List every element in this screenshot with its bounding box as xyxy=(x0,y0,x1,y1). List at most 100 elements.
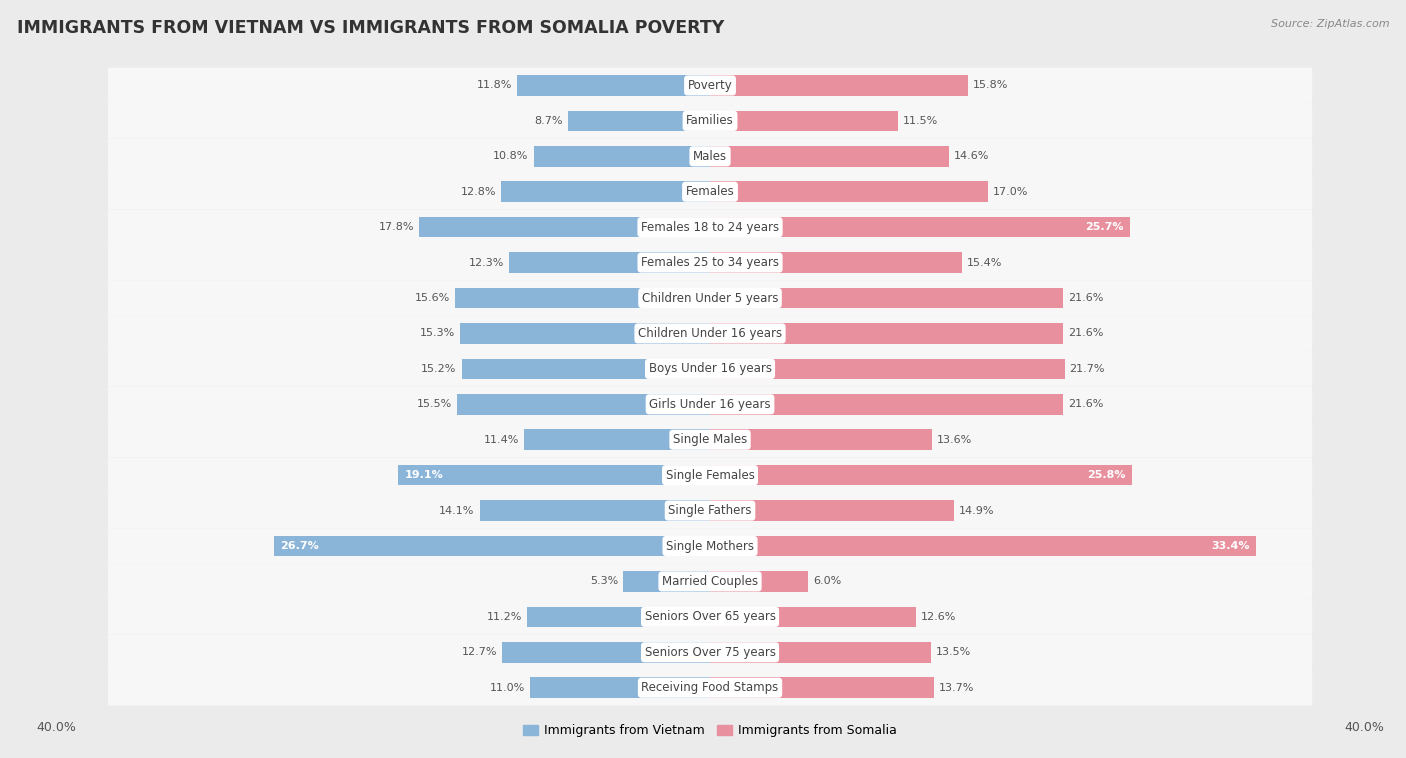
Bar xyxy=(502,642,710,662)
Bar xyxy=(530,678,710,698)
Text: Females 18 to 24 years: Females 18 to 24 years xyxy=(641,221,779,233)
Bar xyxy=(523,430,710,450)
Text: 12.3%: 12.3% xyxy=(468,258,505,268)
FancyBboxPatch shape xyxy=(108,457,1312,493)
Text: Children Under 5 years: Children Under 5 years xyxy=(641,292,779,305)
Text: 15.6%: 15.6% xyxy=(415,293,450,303)
FancyBboxPatch shape xyxy=(108,139,1312,174)
Bar xyxy=(710,465,1132,485)
Bar xyxy=(509,252,710,273)
Bar xyxy=(419,217,710,237)
FancyBboxPatch shape xyxy=(108,564,1312,599)
Text: 13.7%: 13.7% xyxy=(939,683,974,693)
Text: Seniors Over 65 years: Seniors Over 65 years xyxy=(644,610,776,623)
Bar xyxy=(710,572,808,592)
Text: 10.8%: 10.8% xyxy=(494,152,529,161)
Bar xyxy=(456,288,710,309)
Bar xyxy=(710,606,915,627)
Text: 25.8%: 25.8% xyxy=(1087,470,1125,480)
Text: 17.0%: 17.0% xyxy=(993,186,1028,197)
Text: Girls Under 16 years: Girls Under 16 years xyxy=(650,398,770,411)
Text: 19.1%: 19.1% xyxy=(405,470,443,480)
FancyBboxPatch shape xyxy=(108,103,1312,139)
Bar xyxy=(568,111,710,131)
Text: 15.4%: 15.4% xyxy=(967,258,1002,268)
Bar xyxy=(533,146,710,167)
Text: Single Fathers: Single Fathers xyxy=(668,504,752,517)
Text: Seniors Over 75 years: Seniors Over 75 years xyxy=(644,646,776,659)
Text: 21.6%: 21.6% xyxy=(1069,399,1104,409)
FancyBboxPatch shape xyxy=(108,316,1312,351)
FancyBboxPatch shape xyxy=(108,599,1312,634)
Legend: Immigrants from Vietnam, Immigrants from Somalia: Immigrants from Vietnam, Immigrants from… xyxy=(517,719,903,742)
Bar xyxy=(479,500,710,521)
Text: 15.3%: 15.3% xyxy=(420,328,456,338)
Bar xyxy=(623,572,710,592)
Text: 11.4%: 11.4% xyxy=(484,435,519,445)
FancyBboxPatch shape xyxy=(108,67,1312,103)
Text: Females 25 to 34 years: Females 25 to 34 years xyxy=(641,256,779,269)
Text: Children Under 16 years: Children Under 16 years xyxy=(638,327,782,340)
FancyBboxPatch shape xyxy=(108,174,1312,209)
Bar xyxy=(710,75,969,96)
Text: 21.7%: 21.7% xyxy=(1070,364,1105,374)
Bar xyxy=(710,500,953,521)
Text: 12.8%: 12.8% xyxy=(460,186,496,197)
Text: 12.7%: 12.7% xyxy=(463,647,498,657)
Text: IMMIGRANTS FROM VIETNAM VS IMMIGRANTS FROM SOMALIA POVERTY: IMMIGRANTS FROM VIETNAM VS IMMIGRANTS FR… xyxy=(17,19,724,37)
Text: 14.6%: 14.6% xyxy=(953,152,988,161)
FancyBboxPatch shape xyxy=(108,422,1312,457)
Text: 17.8%: 17.8% xyxy=(378,222,415,232)
Text: 13.6%: 13.6% xyxy=(938,435,973,445)
Text: 12.6%: 12.6% xyxy=(921,612,956,622)
Bar xyxy=(398,465,710,485)
FancyBboxPatch shape xyxy=(108,351,1312,387)
Bar xyxy=(710,217,1130,237)
FancyBboxPatch shape xyxy=(108,493,1312,528)
Bar xyxy=(501,181,710,202)
Bar xyxy=(710,181,988,202)
Text: 15.5%: 15.5% xyxy=(416,399,451,409)
Text: 14.9%: 14.9% xyxy=(959,506,994,515)
Bar xyxy=(710,146,949,167)
Bar xyxy=(710,642,931,662)
Text: Single Females: Single Females xyxy=(665,468,755,481)
Bar xyxy=(517,75,710,96)
Text: 15.2%: 15.2% xyxy=(422,364,457,374)
Text: 25.7%: 25.7% xyxy=(1085,222,1123,232)
Text: Single Mothers: Single Mothers xyxy=(666,540,754,553)
Text: Females: Females xyxy=(686,185,734,199)
FancyBboxPatch shape xyxy=(108,280,1312,316)
Text: 33.4%: 33.4% xyxy=(1211,541,1250,551)
Text: 5.3%: 5.3% xyxy=(591,576,619,587)
FancyBboxPatch shape xyxy=(108,634,1312,670)
Text: Males: Males xyxy=(693,150,727,163)
Text: 13.5%: 13.5% xyxy=(935,647,970,657)
FancyBboxPatch shape xyxy=(108,387,1312,422)
Bar xyxy=(274,536,710,556)
Text: 21.6%: 21.6% xyxy=(1069,328,1104,338)
Text: 6.0%: 6.0% xyxy=(813,576,841,587)
Bar xyxy=(527,606,710,627)
Bar xyxy=(457,394,710,415)
Text: 15.8%: 15.8% xyxy=(973,80,1008,90)
Text: 8.7%: 8.7% xyxy=(534,116,562,126)
Bar xyxy=(710,111,898,131)
Text: 14.1%: 14.1% xyxy=(439,506,475,515)
Text: Poverty: Poverty xyxy=(688,79,733,92)
FancyBboxPatch shape xyxy=(108,209,1312,245)
Bar xyxy=(710,430,932,450)
Bar xyxy=(461,359,710,379)
Bar xyxy=(710,678,934,698)
Text: 11.2%: 11.2% xyxy=(486,612,522,622)
Text: Receiving Food Stamps: Receiving Food Stamps xyxy=(641,681,779,694)
Text: Source: ZipAtlas.com: Source: ZipAtlas.com xyxy=(1271,19,1389,29)
Text: 11.5%: 11.5% xyxy=(903,116,938,126)
FancyBboxPatch shape xyxy=(108,670,1312,706)
Text: Married Couples: Married Couples xyxy=(662,575,758,588)
Text: Boys Under 16 years: Boys Under 16 years xyxy=(648,362,772,375)
Bar xyxy=(710,536,1256,556)
Bar xyxy=(710,252,962,273)
Text: Families: Families xyxy=(686,114,734,127)
FancyBboxPatch shape xyxy=(108,245,1312,280)
